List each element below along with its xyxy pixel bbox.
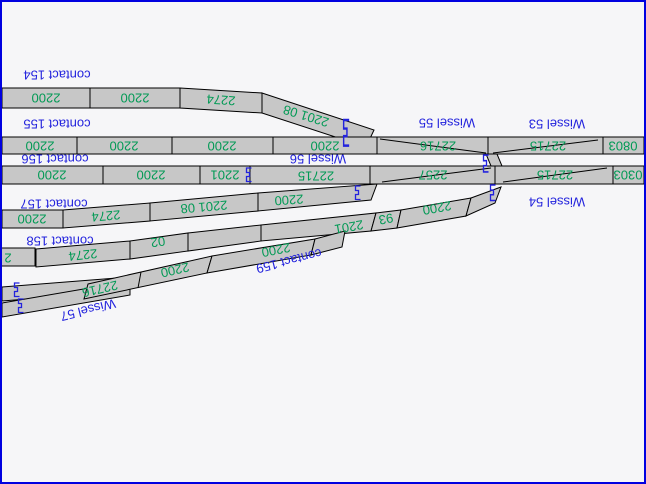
contact-label: contact 158 [26,233,94,249]
segment-length: 93 [377,210,395,228]
segment-length: 2200 [136,167,166,183]
track-segment-diagonal[interactable] [310,230,346,256]
track-segment-diagonal[interactable] [257,183,378,212]
segment-divider [137,271,142,289]
wissel-label: Wissel 54 [528,194,586,210]
segment-length: 22715 [536,167,574,183]
signal-marker-icon[interactable] [342,118,350,147]
wissel-label: Wissel 55 [418,115,476,131]
contact-label: contact 154 [23,67,91,83]
track-segment[interactable] [612,165,644,185]
signal-marker-icon[interactable] [245,167,252,183]
segment-length: 22715 [529,138,567,154]
segment-length: 2274 [90,207,122,225]
segment-length: 2200 [37,167,67,183]
track-segment[interactable] [602,136,644,155]
signal-marker-icon[interactable] [489,184,496,202]
signal-marker-icon[interactable] [13,282,20,298]
segment-length: 2200 [120,90,150,106]
track-segment[interactable] [2,247,36,267]
contact-label: contact 156 [21,151,89,167]
segment-length: 2200 [31,90,61,106]
segment-length: 0303 [613,167,643,183]
wissel-label: Wissel 53 [528,116,586,132]
track-segment-diagonal[interactable] [465,186,502,217]
segment-length: 22716 [419,138,457,154]
segment-length: 2274 [206,91,236,109]
signal-marker-icon[interactable] [482,154,489,173]
segment-length: 2200 [274,191,304,209]
segment-length: 22715 [297,168,335,184]
contact-label: contact 155 [23,116,91,132]
segment-length: 2200 [109,138,139,154]
segment-length: 2201 [210,167,240,183]
track-segment-diagonal[interactable] [187,224,262,252]
contact-label: contact 157 [20,196,88,212]
turnout-branch-line [492,139,599,154]
segment-length: 02 [149,233,167,251]
turnout-branch-line [379,138,487,154]
segment-length: 2257 [418,167,448,183]
turnout-branch-line [381,167,492,183]
signal-marker-icon[interactable] [354,185,361,201]
segment-length: 2274 [67,246,99,264]
segment-length: 0803 [608,138,638,154]
segment-length: 2200 [17,211,47,227]
wissel-label: Wissel 56 [289,151,347,167]
segment-length: 2200 [207,138,237,154]
signal-marker-icon[interactable] [17,298,24,314]
turnout-branch-line [502,167,608,183]
segment-length: 2 [4,250,12,266]
